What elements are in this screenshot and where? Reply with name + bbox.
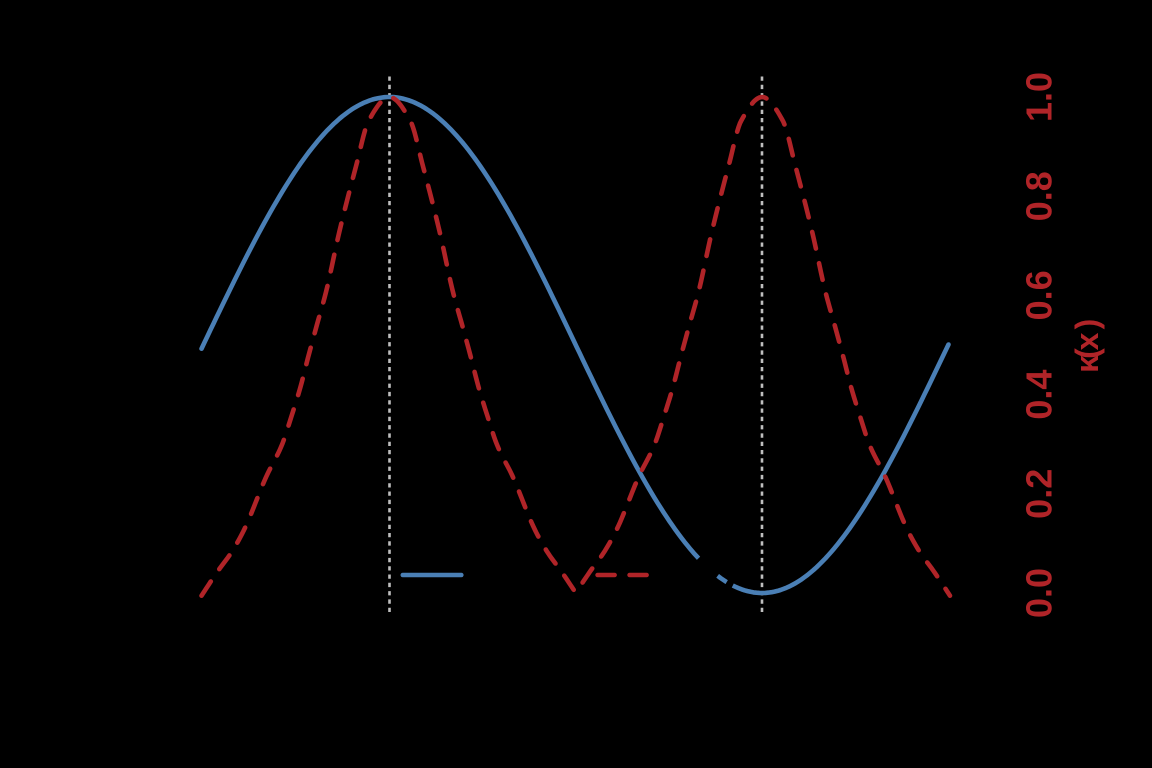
svg-text:x: x (1069, 332, 1105, 350)
svg-text:0.2: 0.2 (1019, 469, 1060, 519)
svg-text:1.0: 1.0 (1019, 72, 1060, 122)
svg-text:): ) (1069, 319, 1105, 330)
svg-text:0.8: 0.8 (1019, 171, 1060, 221)
svg-text:κ: κ (1069, 355, 1105, 373)
svg-text:0.0: 0.0 (1019, 568, 1060, 618)
svg-text:(: ( (1069, 348, 1105, 359)
svg-text:0.6: 0.6 (1019, 270, 1060, 320)
svg-text:0.4: 0.4 (1019, 370, 1060, 420)
